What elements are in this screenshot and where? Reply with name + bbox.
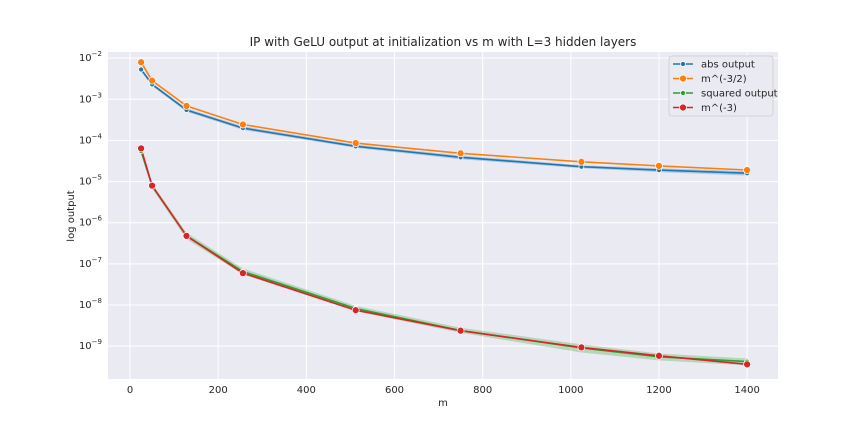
x-tick-label: 1200 (646, 385, 671, 396)
data-point (239, 269, 247, 277)
y-tick-label: 10−7 (79, 256, 102, 270)
legend-marker (679, 74, 687, 83)
x-tick-label: 1400 (734, 385, 759, 396)
x-tick-labels: 0 200 400 600 800 1000 1200 1400 (127, 385, 760, 396)
y-tick-label: 10−8 (79, 297, 102, 311)
chart-title: IP with GeLU output at initialization vs… (250, 35, 637, 49)
y-tick-labels: 10−2 10−3 10−4 10−5 10−6 10−7 10−8 10−9 (79, 50, 103, 352)
x-tick-label: 0 (127, 385, 133, 396)
legend-label: m^(-3) (701, 103, 737, 114)
x-tick-label: 600 (385, 385, 404, 396)
data-point (577, 343, 586, 352)
data-point (351, 139, 360, 147)
y-axis-label: log output (66, 190, 77, 241)
y-tick-label: 10−3 (79, 91, 102, 105)
data-point (577, 157, 586, 166)
legend-marker (679, 103, 687, 112)
legend-label: squared output (701, 89, 778, 100)
legend-box (668, 55, 774, 117)
legend-marker (680, 61, 686, 67)
y-tick-label: 10−2 (79, 50, 102, 64)
data-point (456, 149, 465, 158)
data-point (138, 66, 144, 73)
data-point (239, 120, 247, 129)
data-point (456, 326, 465, 335)
legend-label: m^(-3/2) (701, 74, 747, 85)
legend-marker (680, 90, 686, 96)
y-tick-label: 10−9 (79, 338, 102, 352)
data-point (137, 58, 145, 67)
x-tick-label: 200 (209, 385, 228, 396)
data-point (351, 306, 360, 315)
data-point (148, 181, 156, 190)
series-band-0 (141, 67, 748, 176)
data-point (655, 351, 663, 360)
data-point (743, 360, 751, 369)
confidence-bands (141, 67, 748, 366)
data-point (137, 144, 145, 153)
data-point (743, 166, 751, 174)
data-point (148, 76, 156, 85)
data-point (182, 102, 191, 110)
data-point (182, 232, 191, 240)
legend-label: abs output (701, 60, 755, 71)
series-markers (137, 58, 751, 369)
x-tick-label: 800 (473, 385, 492, 396)
plot-background (108, 52, 778, 379)
legend: abs output m^(-3/2) squared output m^(-3) (668, 55, 778, 117)
y-tick-label: 10−4 (79, 132, 103, 146)
y-tick-label: 10−6 (79, 215, 103, 229)
x-tick-label: 1000 (558, 385, 583, 396)
x-tick-label: 400 (297, 385, 316, 396)
data-point (655, 162, 663, 170)
y-tick-label: 10−5 (79, 174, 102, 188)
x-axis-label: m (438, 398, 448, 409)
